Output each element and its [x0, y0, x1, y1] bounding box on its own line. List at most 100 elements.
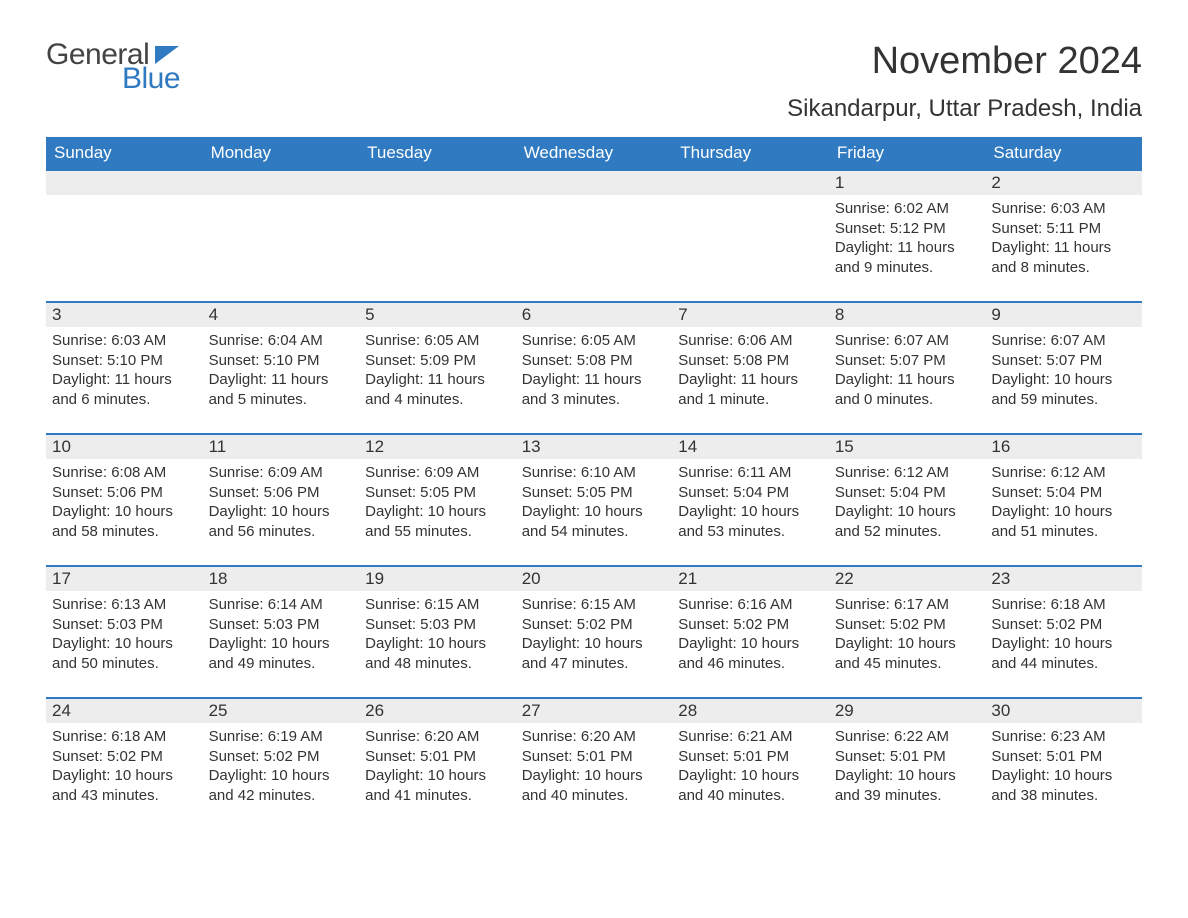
sunrise-text: Sunrise: 6:02 AM — [835, 199, 980, 219]
sunset-text: Sunset: 5:01 PM — [522, 747, 667, 767]
sunset-text: Sunset: 5:07 PM — [991, 351, 1136, 371]
daylight-text: Daylight: 10 hours and 45 minutes. — [835, 634, 980, 673]
sunset-text: Sunset: 5:10 PM — [52, 351, 197, 371]
daylight-text: Daylight: 11 hours and 8 minutes. — [991, 238, 1136, 277]
day-number: 19 — [359, 565, 516, 591]
sunset-text: Sunset: 5:01 PM — [991, 747, 1136, 767]
daylight-text: Daylight: 10 hours and 49 minutes. — [209, 634, 354, 673]
day-details: Sunrise: 6:07 AMSunset: 5:07 PMDaylight:… — [829, 327, 986, 413]
calendar-day-cell: 26Sunrise: 6:20 AMSunset: 5:01 PMDayligh… — [359, 697, 516, 829]
daylight-text: Daylight: 10 hours and 58 minutes. — [52, 502, 197, 541]
sunrise-text: Sunrise: 6:07 AM — [991, 331, 1136, 351]
day-details: Sunrise: 6:18 AMSunset: 5:02 PMDaylight:… — [985, 591, 1142, 677]
brand-word-2: Blue — [122, 64, 180, 94]
day-number: 15 — [829, 433, 986, 459]
day-number: 17 — [46, 565, 203, 591]
daylight-text: Daylight: 11 hours and 6 minutes. — [52, 370, 197, 409]
day-number: 10 — [46, 433, 203, 459]
calendar-week-row: 10Sunrise: 6:08 AMSunset: 5:06 PMDayligh… — [46, 433, 1142, 565]
day-details: Sunrise: 6:06 AMSunset: 5:08 PMDaylight:… — [672, 327, 829, 413]
day-details: Sunrise: 6:09 AMSunset: 5:05 PMDaylight:… — [359, 459, 516, 545]
sunrise-text: Sunrise: 6:03 AM — [991, 199, 1136, 219]
weekday-header: Tuesday — [359, 137, 516, 169]
calendar-table: SundayMondayTuesdayWednesdayThursdayFrid… — [46, 137, 1142, 829]
sunset-text: Sunset: 5:09 PM — [365, 351, 510, 371]
calendar-day-cell: 28Sunrise: 6:21 AMSunset: 5:01 PMDayligh… — [672, 697, 829, 829]
daylight-text: Daylight: 10 hours and 52 minutes. — [835, 502, 980, 541]
calendar-week-row: 3Sunrise: 6:03 AMSunset: 5:10 PMDaylight… — [46, 301, 1142, 433]
sunset-text: Sunset: 5:12 PM — [835, 219, 980, 239]
day-number: 6 — [516, 301, 673, 327]
daylight-text: Daylight: 10 hours and 47 minutes. — [522, 634, 667, 673]
calendar-day-cell: 12Sunrise: 6:09 AMSunset: 5:05 PMDayligh… — [359, 433, 516, 565]
daylight-text: Daylight: 10 hours and 38 minutes. — [991, 766, 1136, 805]
daylight-text: Daylight: 10 hours and 42 minutes. — [209, 766, 354, 805]
daylight-text: Daylight: 10 hours and 48 minutes. — [365, 634, 510, 673]
calendar-day-cell: 1Sunrise: 6:02 AMSunset: 5:12 PMDaylight… — [829, 169, 986, 301]
day-details: Sunrise: 6:07 AMSunset: 5:07 PMDaylight:… — [985, 327, 1142, 413]
calendar-day-cell: 5Sunrise: 6:05 AMSunset: 5:09 PMDaylight… — [359, 301, 516, 433]
calendar-day-cell — [46, 169, 203, 301]
day-number: 9 — [985, 301, 1142, 327]
location-subtitle: Sikandarpur, Uttar Pradesh, India — [787, 95, 1142, 123]
sunrise-text: Sunrise: 6:15 AM — [365, 595, 510, 615]
sunrise-text: Sunrise: 6:12 AM — [835, 463, 980, 483]
calendar-body: 1Sunrise: 6:02 AMSunset: 5:12 PMDaylight… — [46, 169, 1142, 829]
day-number: 26 — [359, 697, 516, 723]
day-number-bar — [46, 169, 203, 195]
sunset-text: Sunset: 5:02 PM — [835, 615, 980, 635]
day-number: 2 — [985, 169, 1142, 195]
calendar-day-cell — [359, 169, 516, 301]
sunset-text: Sunset: 5:10 PM — [209, 351, 354, 371]
calendar-day-cell: 15Sunrise: 6:12 AMSunset: 5:04 PMDayligh… — [829, 433, 986, 565]
sunrise-text: Sunrise: 6:09 AM — [365, 463, 510, 483]
calendar-week-row: 17Sunrise: 6:13 AMSunset: 5:03 PMDayligh… — [46, 565, 1142, 697]
weekday-header: Sunday — [46, 137, 203, 169]
calendar-day-cell: 19Sunrise: 6:15 AMSunset: 5:03 PMDayligh… — [359, 565, 516, 697]
day-number-bar — [516, 169, 673, 195]
calendar-day-cell: 3Sunrise: 6:03 AMSunset: 5:10 PMDaylight… — [46, 301, 203, 433]
weekday-header: Saturday — [985, 137, 1142, 169]
day-details: Sunrise: 6:15 AMSunset: 5:02 PMDaylight:… — [516, 591, 673, 677]
day-details: Sunrise: 6:05 AMSunset: 5:09 PMDaylight:… — [359, 327, 516, 413]
day-number: 25 — [203, 697, 360, 723]
calendar-day-cell: 30Sunrise: 6:23 AMSunset: 5:01 PMDayligh… — [985, 697, 1142, 829]
daylight-text: Daylight: 11 hours and 9 minutes. — [835, 238, 980, 277]
daylight-text: Daylight: 11 hours and 5 minutes. — [209, 370, 354, 409]
sunrise-text: Sunrise: 6:11 AM — [678, 463, 823, 483]
day-details: Sunrise: 6:02 AMSunset: 5:12 PMDaylight:… — [829, 195, 986, 281]
calendar-day-cell: 10Sunrise: 6:08 AMSunset: 5:06 PMDayligh… — [46, 433, 203, 565]
title-block: November 2024 Sikandarpur, Uttar Pradesh… — [787, 40, 1142, 123]
calendar-day-cell: 22Sunrise: 6:17 AMSunset: 5:02 PMDayligh… — [829, 565, 986, 697]
sunset-text: Sunset: 5:02 PM — [678, 615, 823, 635]
sunset-text: Sunset: 5:06 PM — [209, 483, 354, 503]
day-details: Sunrise: 6:18 AMSunset: 5:02 PMDaylight:… — [46, 723, 203, 809]
calendar-day-cell — [672, 169, 829, 301]
sunset-text: Sunset: 5:02 PM — [522, 615, 667, 635]
day-details: Sunrise: 6:22 AMSunset: 5:01 PMDaylight:… — [829, 723, 986, 809]
sunrise-text: Sunrise: 6:13 AM — [52, 595, 197, 615]
calendar-day-cell: 14Sunrise: 6:11 AMSunset: 5:04 PMDayligh… — [672, 433, 829, 565]
calendar-day-cell: 20Sunrise: 6:15 AMSunset: 5:02 PMDayligh… — [516, 565, 673, 697]
calendar-day-cell: 24Sunrise: 6:18 AMSunset: 5:02 PMDayligh… — [46, 697, 203, 829]
sunrise-text: Sunrise: 6:03 AM — [52, 331, 197, 351]
day-number: 22 — [829, 565, 986, 591]
day-number: 11 — [203, 433, 360, 459]
day-number: 16 — [985, 433, 1142, 459]
sunrise-text: Sunrise: 6:19 AM — [209, 727, 354, 747]
day-number: 7 — [672, 301, 829, 327]
sunrise-text: Sunrise: 6:18 AM — [991, 595, 1136, 615]
day-number: 4 — [203, 301, 360, 327]
calendar-day-cell: 21Sunrise: 6:16 AMSunset: 5:02 PMDayligh… — [672, 565, 829, 697]
calendar-day-cell: 2Sunrise: 6:03 AMSunset: 5:11 PMDaylight… — [985, 169, 1142, 301]
day-details: Sunrise: 6:17 AMSunset: 5:02 PMDaylight:… — [829, 591, 986, 677]
day-details: Sunrise: 6:11 AMSunset: 5:04 PMDaylight:… — [672, 459, 829, 545]
sunrise-text: Sunrise: 6:09 AM — [209, 463, 354, 483]
daylight-text: Daylight: 10 hours and 59 minutes. — [991, 370, 1136, 409]
day-details: Sunrise: 6:16 AMSunset: 5:02 PMDaylight:… — [672, 591, 829, 677]
day-number: 29 — [829, 697, 986, 723]
daylight-text: Daylight: 11 hours and 1 minute. — [678, 370, 823, 409]
sunset-text: Sunset: 5:04 PM — [991, 483, 1136, 503]
sunrise-text: Sunrise: 6:06 AM — [678, 331, 823, 351]
calendar-day-cell: 9Sunrise: 6:07 AMSunset: 5:07 PMDaylight… — [985, 301, 1142, 433]
